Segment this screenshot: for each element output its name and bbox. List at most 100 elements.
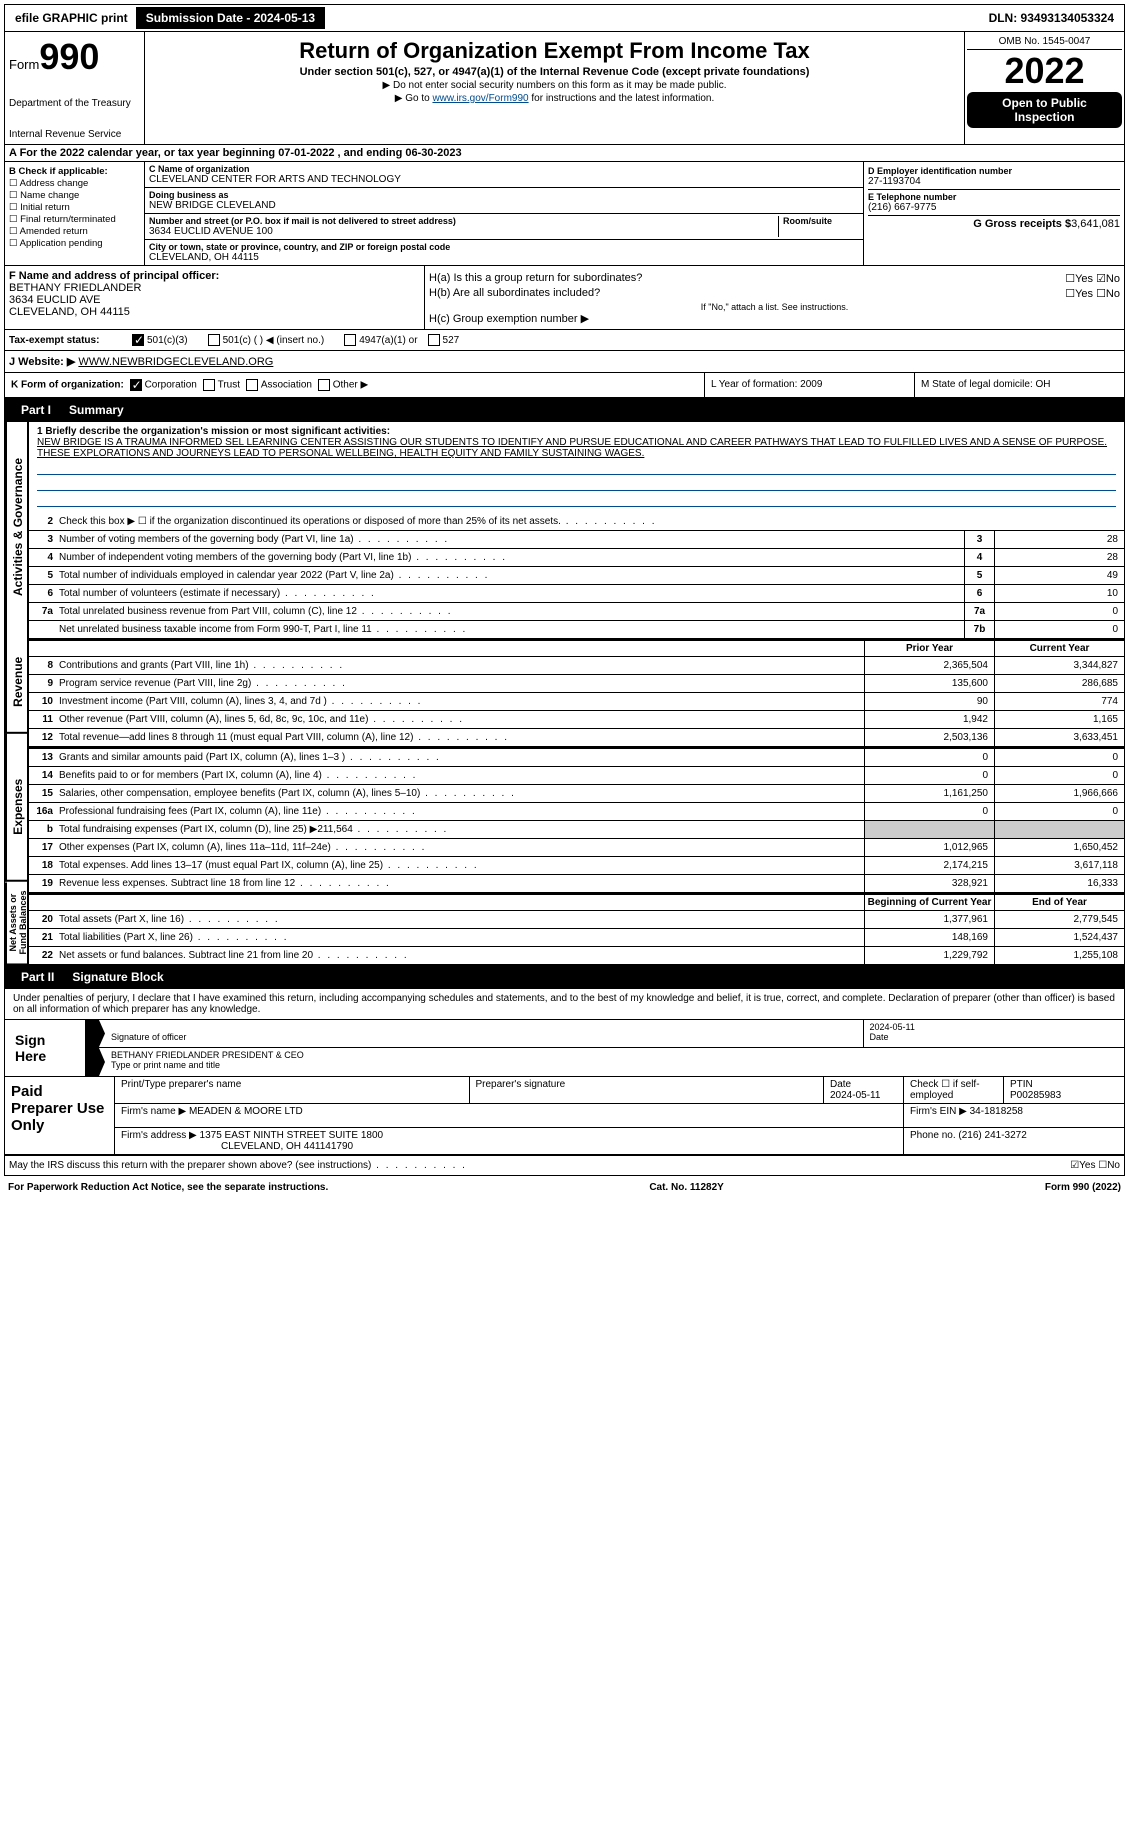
ein-value: 27-1193704 xyxy=(868,176,1120,187)
main-title: Return of Organization Exempt From Incom… xyxy=(151,38,958,64)
website-link[interactable]: WWW.NEWBRIDGECLEVELAND.ORG xyxy=(78,356,273,368)
part1-body: Activities & Governance Revenue Expenses… xyxy=(5,422,1124,965)
vtab-revenue: Revenue xyxy=(5,632,29,734)
prior-current-header: Prior Year Current Year xyxy=(29,639,1124,657)
chk-name-change[interactable]: ☐ Name change xyxy=(9,190,140,201)
top-bar: efile GRAPHIC print Submission Date - 20… xyxy=(5,5,1124,32)
subtitle: Under section 501(c), 527, or 4947(a)(1)… xyxy=(151,66,958,78)
irs-link[interactable]: www.irs.gov/Form990 xyxy=(432,93,528,104)
summary-line: 3Number of voting members of the governi… xyxy=(29,531,1124,549)
section-bcd: B Check if applicable: ☐ Address change … xyxy=(5,162,1124,266)
vtab-governance: Activities & Governance xyxy=(5,422,29,632)
part1-header: Part I Summary xyxy=(5,398,1124,422)
telephone-value: (216) 667-9775 xyxy=(868,202,1120,213)
dln-label: DLN: 93493134053324 xyxy=(981,9,1122,27)
officer-name: BETHANY FRIEDLANDER xyxy=(9,282,141,294)
vtab-expenses: Expenses xyxy=(5,734,29,882)
prep-date: 2024-05-11 xyxy=(830,1090,880,1101)
row-k: K Form of organization: Corporation Trus… xyxy=(5,373,1124,398)
summary-line: 7aTotal unrelated business revenue from … xyxy=(29,603,1124,621)
chk-association[interactable] xyxy=(246,379,258,391)
gross-receipts: 3,641,081 xyxy=(1071,218,1120,230)
summary-line: bTotal fundraising expenses (Part IX, co… xyxy=(29,821,1124,839)
summary-line: 8Contributions and grants (Part VIII, li… xyxy=(29,657,1124,675)
mission-text: NEW BRIDGE IS A TRAUMA INFORMED SEL LEAR… xyxy=(37,437,1107,459)
officer-print-name: BETHANY FRIEDLANDER PRESIDENT & CEO xyxy=(111,1050,304,1060)
dba-name: NEW BRIDGE CLEVELAND xyxy=(149,200,859,211)
chk-527[interactable] xyxy=(428,334,440,346)
website-row: J Website: ▶ WWW.NEWBRIDGECLEVELAND.ORG xyxy=(5,351,1124,373)
summary-line: 14Benefits paid to or for members (Part … xyxy=(29,767,1124,785)
summary-line: 11Other revenue (Part VIII, column (A), … xyxy=(29,711,1124,729)
summary-line: 20Total assets (Part X, line 16)1,377,96… xyxy=(29,911,1124,929)
col-f-officer: F Name and address of principal officer:… xyxy=(5,266,425,329)
boy-eoy-header: Beginning of Current Year End of Year xyxy=(29,893,1124,911)
firm-phone: (216) 241-3272 xyxy=(958,1130,1026,1141)
chk-501c3[interactable] xyxy=(132,334,144,346)
summary-line: 5Total number of individuals employed in… xyxy=(29,567,1124,585)
paid-preparer-label: Paid Preparer Use Only xyxy=(5,1077,115,1154)
footer-note: For Paperwork Reduction Act Notice, see … xyxy=(0,1180,1129,1195)
form-number: 990 xyxy=(39,36,99,77)
blank-line xyxy=(37,477,1116,491)
signature-intro: Under penalties of perjury, I declare th… xyxy=(5,989,1124,1020)
department-label: Department of the Treasury xyxy=(9,98,140,109)
irs-label: Internal Revenue Service xyxy=(9,129,140,140)
k-form-org: K Form of organization: Corporation Trus… xyxy=(5,373,704,397)
summary-line: 9Program service revenue (Part VIII, lin… xyxy=(29,675,1124,693)
ptin-value: P00285983 xyxy=(1010,1090,1061,1101)
col-h-group: H(a) Is this a group return for subordin… xyxy=(425,266,1124,329)
summary-line: Net unrelated business taxable income fr… xyxy=(29,621,1124,639)
col-b-checkboxes: B Check if applicable: ☐ Address change … xyxy=(5,162,145,265)
chk-other[interactable] xyxy=(318,379,330,391)
tax-exempt-row: Tax-exempt status: 501(c)(3) 501(c) ( ) … xyxy=(5,330,1124,351)
chk-application-pending[interactable]: ☐ Application pending xyxy=(9,238,140,249)
chk-trust[interactable] xyxy=(203,379,215,391)
submission-date-button[interactable]: Submission Date - 2024-05-13 xyxy=(136,7,325,29)
chk-final-return[interactable]: ☐ Final return/terminated xyxy=(9,214,140,225)
efile-label: efile GRAPHIC print xyxy=(7,9,136,27)
summary-line: 15Salaries, other compensation, employee… xyxy=(29,785,1124,803)
blank-line xyxy=(37,493,1116,507)
summary-line: 4Number of independent voting members of… xyxy=(29,549,1124,567)
header-right: OMB No. 1545-0047 2022 Open to Public In… xyxy=(964,32,1124,144)
open-inspection-badge: Open to Public Inspection xyxy=(967,92,1122,128)
chk-corporation[interactable] xyxy=(130,379,142,391)
summary-line: 2Check this box ▶ ☐ if the organization … xyxy=(29,513,1124,531)
sign-here-section: Sign Here Signature of officer 2024-05-1… xyxy=(5,1020,1124,1077)
blank-line xyxy=(37,461,1116,475)
summary-line: 16aProfessional fundraising fees (Part I… xyxy=(29,803,1124,821)
note-link: ▶ Go to www.irs.gov/Form990 for instruct… xyxy=(151,93,958,104)
mission-block: 1 Briefly describe the organization's mi… xyxy=(29,422,1124,513)
chk-amended-return[interactable]: ☐ Amended return xyxy=(9,226,140,237)
header-center: Return of Organization Exempt From Incom… xyxy=(145,32,964,144)
summary-line: 10Investment income (Part VIII, column (… xyxy=(29,693,1124,711)
omb-number: OMB No. 1545-0047 xyxy=(967,34,1122,50)
section-fh: F Name and address of principal officer:… xyxy=(5,266,1124,330)
summary-line: 17Other expenses (Part IX, column (A), l… xyxy=(29,839,1124,857)
summary-line: 19Revenue less expenses. Subtract line 1… xyxy=(29,875,1124,893)
form-prefix: Form xyxy=(9,57,39,72)
chk-4947[interactable] xyxy=(344,334,356,346)
sign-here-label: Sign Here xyxy=(5,1020,85,1076)
chk-initial-return[interactable]: ☐ Initial return xyxy=(9,202,140,213)
row-a-tax-year: A For the 2022 calendar year, or tax yea… xyxy=(5,145,1124,162)
form-container: efile GRAPHIC print Submission Date - 20… xyxy=(4,4,1125,1176)
arrow-icon xyxy=(85,1048,105,1076)
chk-501c[interactable] xyxy=(208,334,220,346)
year-formation: L Year of formation: 2009 xyxy=(705,373,915,397)
chk-address-change[interactable]: ☐ Address change xyxy=(9,178,140,189)
summary-line: 13Grants and similar amounts paid (Part … xyxy=(29,749,1124,767)
note-ssn: ▶ Do not enter social security numbers o… xyxy=(151,80,958,91)
summary-line: 12Total revenue—add lines 8 through 11 (… xyxy=(29,729,1124,747)
ha-yesno: ☐Yes ☑No xyxy=(1065,272,1120,285)
firm-address: 1375 EAST NINTH STREET SUITE 1800 xyxy=(200,1130,384,1141)
part2-header: Part II Signature Block xyxy=(5,965,1124,989)
sig-date: 2024-05-11 xyxy=(870,1022,915,1032)
discuss-row: May the IRS discuss this return with the… xyxy=(5,1156,1124,1175)
hb-yesno: ☐Yes ☐No xyxy=(1065,287,1120,300)
col-d-ein-tel: D Employer identification number 27-1193… xyxy=(864,162,1124,265)
summary-line: 6Total number of volunteers (estimate if… xyxy=(29,585,1124,603)
firm-ein: 34-1818258 xyxy=(970,1106,1023,1117)
arrow-icon xyxy=(85,1020,105,1047)
